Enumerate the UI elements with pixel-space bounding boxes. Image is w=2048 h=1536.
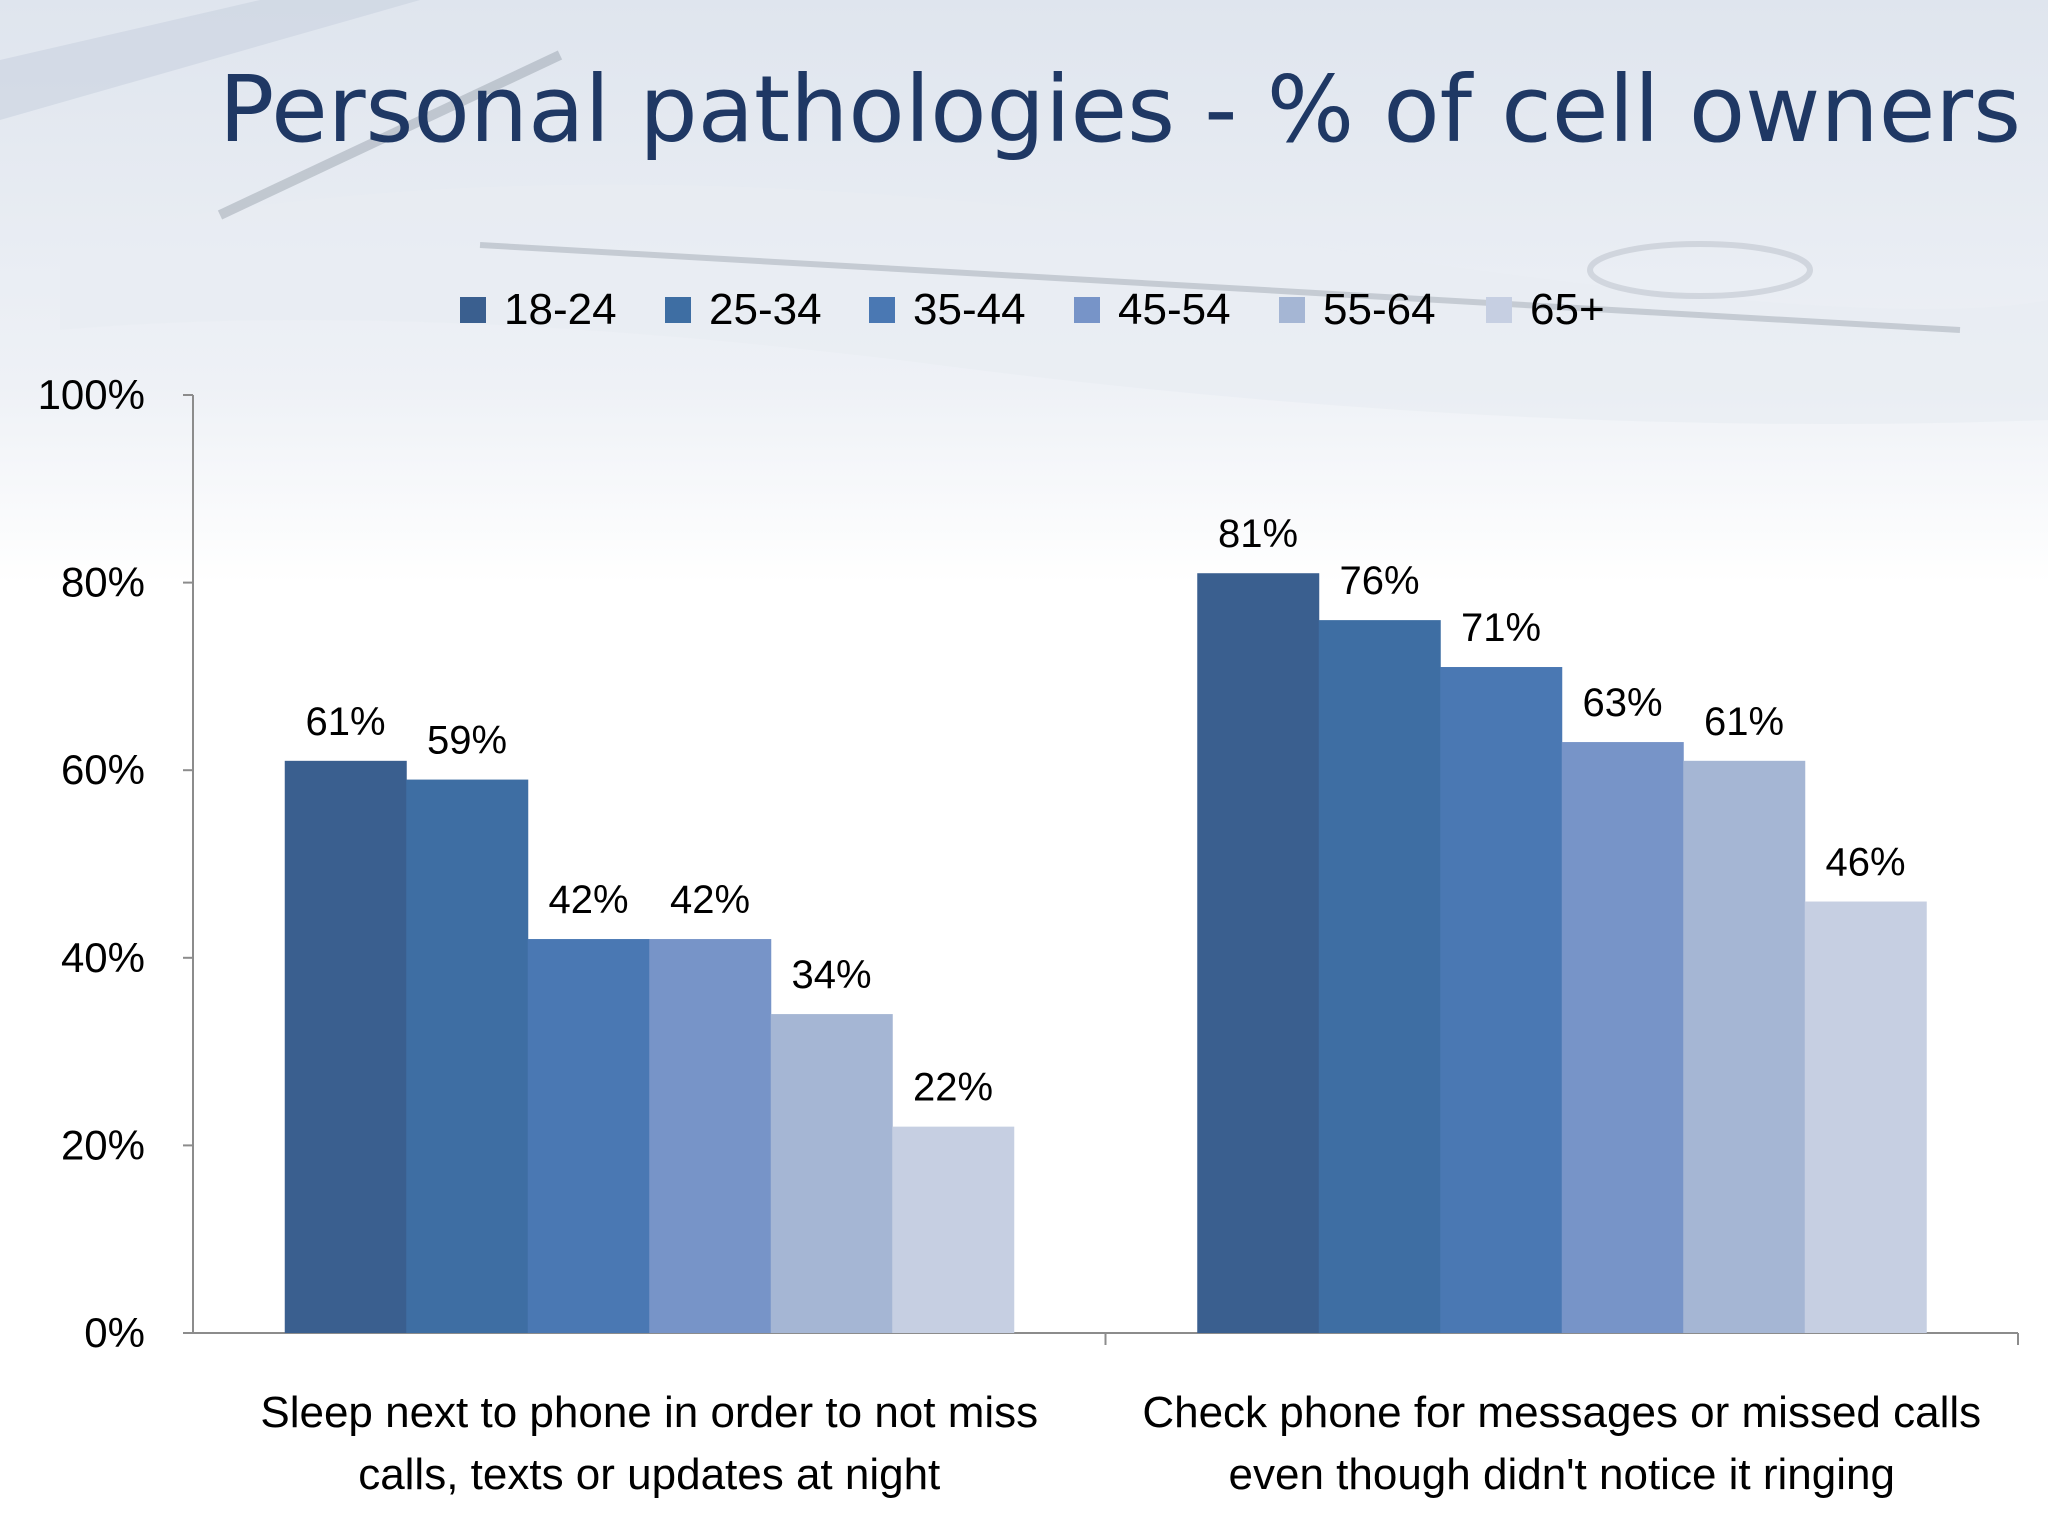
data-label: 76% xyxy=(1339,559,1419,603)
bar xyxy=(1197,573,1320,1333)
legend-swatch xyxy=(665,297,691,323)
y-tick-label: 100% xyxy=(38,371,145,418)
bar xyxy=(1561,742,1684,1333)
x-category-label: Check phone for messages or missed calls xyxy=(1142,1388,1981,1437)
y-tick-label: 80% xyxy=(61,559,145,606)
data-label: 61% xyxy=(305,700,385,744)
bar xyxy=(284,760,407,1333)
legend-swatch xyxy=(1074,297,1100,323)
data-label: 59% xyxy=(427,719,507,763)
data-label: 71% xyxy=(1461,606,1541,650)
x-category-label: calls, texts or updates at night xyxy=(358,1450,940,1499)
y-tick-label: 20% xyxy=(61,1121,145,1168)
bar xyxy=(770,1014,893,1333)
bar xyxy=(527,939,650,1333)
legend-swatch xyxy=(869,297,895,323)
legend-label: 35-44 xyxy=(913,285,1026,334)
legend-swatch xyxy=(1279,297,1305,323)
legend-swatch xyxy=(1486,297,1512,323)
legend-swatch xyxy=(460,297,486,323)
data-label: 42% xyxy=(548,878,628,922)
x-category-label: Sleep next to phone in order to not miss xyxy=(260,1388,1038,1437)
bar xyxy=(892,1126,1015,1333)
data-label: 61% xyxy=(1704,700,1784,744)
bar xyxy=(406,779,529,1333)
legend-label: 65+ xyxy=(1530,285,1605,334)
data-label: 22% xyxy=(913,1066,993,1110)
y-tick-label: 0% xyxy=(84,1309,145,1356)
data-label: 34% xyxy=(791,953,871,997)
bar xyxy=(1318,620,1441,1333)
page-title: Personal pathologies - % of cell owners xyxy=(218,56,2022,163)
data-label: 42% xyxy=(670,878,750,922)
bar xyxy=(1440,667,1563,1333)
bar xyxy=(649,939,772,1333)
y-tick-label: 40% xyxy=(61,934,145,981)
legend-label: 55-64 xyxy=(1323,285,1436,334)
legend-label: 25-34 xyxy=(709,285,822,334)
bar xyxy=(1804,901,1927,1333)
legend-label: 18-24 xyxy=(504,285,617,334)
y-tick-label: 60% xyxy=(61,746,145,793)
data-label: 46% xyxy=(1825,841,1905,885)
x-category-label: even though didn't notice it ringing xyxy=(1229,1450,1895,1499)
data-label: 63% xyxy=(1582,681,1662,725)
legend-label: 45-54 xyxy=(1118,285,1231,334)
data-label: 81% xyxy=(1218,512,1298,556)
bar xyxy=(1683,760,1806,1333)
